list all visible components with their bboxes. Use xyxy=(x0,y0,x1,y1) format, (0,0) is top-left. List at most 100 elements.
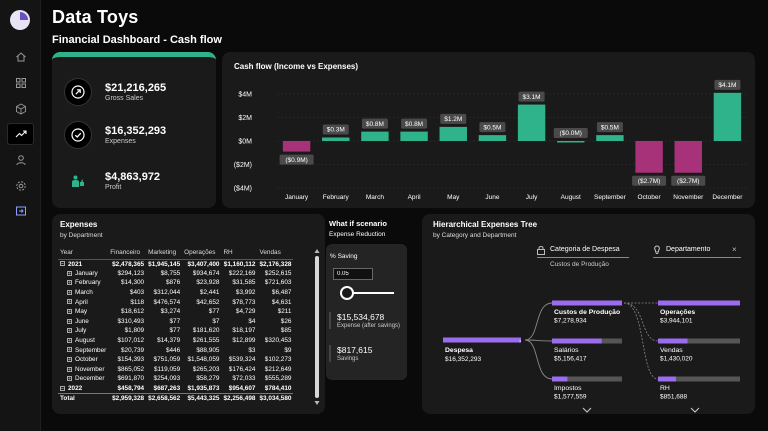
table-row: Total $2,959,328 $2,658,562 $5,443,325 $2,25… xyxy=(58,392,294,403)
category-bar-track[interactable] xyxy=(552,376,622,382)
saving-slider-track[interactable] xyxy=(350,292,394,294)
expand-icon[interactable]: + xyxy=(67,280,72,287)
column-header[interactable]: Marketing xyxy=(146,247,183,260)
expand-icon[interactable]: + xyxy=(67,289,72,296)
data-label-bg xyxy=(671,175,706,186)
table-cell: $118 xyxy=(130,298,145,306)
expense-after-label: Expense (after savings) xyxy=(337,323,401,329)
table-cell: $12,899 xyxy=(232,337,256,345)
row-label[interactable]: + October xyxy=(58,355,108,365)
category-value: $5,156,417 xyxy=(554,356,587,363)
department-bar[interactable] xyxy=(658,338,688,344)
cube-icon[interactable] xyxy=(7,98,34,120)
x-tick-label: January xyxy=(285,194,309,201)
savings-value: $817,615 xyxy=(337,345,373,355)
arrow-up-right-icon xyxy=(64,78,92,106)
level1-underline xyxy=(537,257,629,258)
home-icon[interactable] xyxy=(7,46,34,68)
y-tick-label: ($4M) xyxy=(234,186,252,193)
expand-icon[interactable]: + xyxy=(67,357,72,364)
chevron-right-icon: › xyxy=(519,338,521,345)
department-bar[interactable] xyxy=(658,376,677,382)
app-logo-icon xyxy=(10,10,30,30)
table-cell: $78,773 xyxy=(232,298,256,306)
column-header[interactable]: Year xyxy=(58,247,109,260)
column-header[interactable]: Vendas xyxy=(257,247,294,260)
root-label: Despesa xyxy=(445,347,473,354)
expand-icon[interactable]: + xyxy=(67,318,72,325)
export-icon[interactable] xyxy=(7,200,34,222)
expenses-panel: Expenses by Department Year Financeiro Mar… xyxy=(52,214,325,414)
row-label[interactable]: + July xyxy=(58,326,108,336)
expand-icon[interactable]: + xyxy=(67,337,72,344)
table-cell: $181,620 xyxy=(192,327,220,335)
table-cell: $1,935,873 xyxy=(187,384,220,392)
expand-icon[interactable]: + xyxy=(67,270,72,277)
department-bar-track[interactable] xyxy=(658,376,740,382)
table-cell: $2,176,328 xyxy=(259,260,292,268)
column-header[interactable]: Financeiro xyxy=(108,247,147,260)
page-title: Financial Dashboard - Cash flow xyxy=(52,34,222,46)
row-label[interactable]: −2022 xyxy=(58,384,108,394)
department-bar[interactable] xyxy=(658,300,740,306)
row-label[interactable]: + March xyxy=(58,288,108,298)
close-icon[interactable]: × xyxy=(732,245,737,254)
expenses-title: Expenses xyxy=(60,220,98,229)
row-label-text: February xyxy=(75,279,101,287)
expand-icon[interactable]: + xyxy=(67,309,72,316)
table-cell: $1,160,112 xyxy=(223,260,256,268)
trend-icon[interactable] xyxy=(7,123,34,145)
grid-icon[interactable] xyxy=(7,72,34,94)
user-icon[interactable] xyxy=(7,149,34,171)
x-tick-label: June xyxy=(485,194,499,201)
row-label[interactable]: −2021 xyxy=(58,259,108,269)
row-label[interactable]: + November xyxy=(58,365,108,375)
column-header[interactable]: RH xyxy=(221,247,258,260)
row-label[interactable]: + January xyxy=(58,269,108,279)
x-tick-label: September xyxy=(594,194,627,201)
row-label[interactable]: + June xyxy=(58,317,108,327)
data-label-bg xyxy=(553,128,588,138)
expand-icon[interactable]: + xyxy=(67,299,72,306)
table-cell: $261,555 xyxy=(192,337,220,345)
category-bar[interactable] xyxy=(552,300,622,306)
row-label[interactable]: + May xyxy=(58,307,108,317)
chevron-down-icon[interactable] xyxy=(690,407,700,413)
category-bar[interactable] xyxy=(552,376,568,382)
table-row: + February $14,300 $876 $23,928 $31,585 $721,6… xyxy=(58,278,293,288)
row-label[interactable]: + April xyxy=(58,297,108,307)
row-label-text: August xyxy=(75,337,95,345)
data-label: ($2.7M) xyxy=(677,178,699,185)
level2-header[interactable]: Departamento xyxy=(666,246,711,253)
data-label-bg xyxy=(714,79,741,90)
expand-icon[interactable]: + xyxy=(67,366,72,373)
table-scrollbar[interactable] xyxy=(314,248,320,406)
saving-slider-handle[interactable] xyxy=(340,286,354,300)
department-bar-track[interactable] xyxy=(658,338,740,344)
row-label[interactable]: + February xyxy=(58,278,108,288)
chart-title: Cash flow (Income vs Expenses) xyxy=(234,62,359,71)
saving-input[interactable] xyxy=(333,268,373,280)
collapse-icon[interactable]: − xyxy=(60,261,65,268)
row-label-text: March xyxy=(75,289,93,297)
row-label[interactable]: + September xyxy=(58,345,108,355)
table-cell: $687,263 xyxy=(153,384,181,392)
department-label: Vendas xyxy=(660,347,683,354)
column-header[interactable]: Operações xyxy=(182,247,222,260)
collapse-icon[interactable]: − xyxy=(60,385,65,392)
expand-icon[interactable]: + xyxy=(67,376,72,383)
data-label-bg xyxy=(440,113,467,124)
expenses-tree-panel: Hierarchical Expenses Tree by Category a… xyxy=(422,214,755,414)
table-row: + April $118 $476,574 $42,652 $78,773 $4,631 xyxy=(58,297,293,307)
settings-icon[interactable] xyxy=(7,175,34,197)
expand-icon[interactable]: + xyxy=(67,328,72,335)
root-bar[interactable] xyxy=(443,337,521,343)
table-cell: $18,612 xyxy=(121,308,145,316)
row-label[interactable]: + August xyxy=(58,336,108,346)
level1-header[interactable]: Categoria de Despesa xyxy=(550,246,620,253)
category-bar[interactable] xyxy=(552,338,602,344)
row-label[interactable]: + December xyxy=(58,374,108,384)
expand-icon[interactable]: + xyxy=(67,347,72,354)
table-cell: $26 xyxy=(280,317,292,325)
chevron-down-icon[interactable] xyxy=(582,407,592,413)
